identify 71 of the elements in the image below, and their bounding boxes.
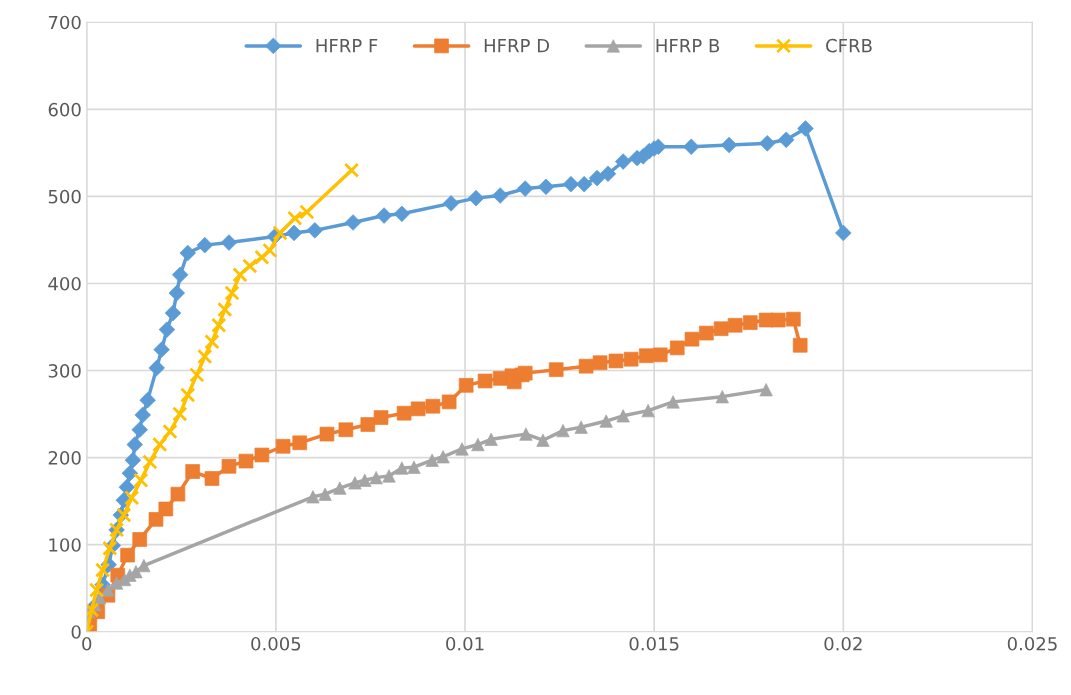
y-tick-label: 200 xyxy=(48,451,81,465)
point xyxy=(375,207,393,224)
legend-label: HFRP F xyxy=(316,39,378,53)
point xyxy=(224,285,240,301)
point xyxy=(88,582,105,598)
y-tick-label: 700 xyxy=(48,15,81,30)
point xyxy=(139,391,156,409)
point xyxy=(638,348,654,364)
y-tick-label: 0 xyxy=(71,625,81,639)
point xyxy=(343,162,360,178)
point xyxy=(126,436,143,453)
point xyxy=(396,405,412,421)
point xyxy=(254,249,270,265)
point xyxy=(287,210,303,226)
point xyxy=(116,507,132,523)
point xyxy=(299,204,315,220)
point xyxy=(262,242,278,259)
point xyxy=(133,472,149,488)
x-tick-label: 0.005 xyxy=(251,636,301,651)
point xyxy=(272,225,288,241)
point xyxy=(211,317,227,333)
point xyxy=(238,453,254,469)
x-tick-label: 0 xyxy=(82,636,92,651)
point xyxy=(425,398,441,414)
point xyxy=(220,234,238,251)
point xyxy=(548,362,564,377)
x-tick-label: 0.015 xyxy=(629,636,679,651)
y-tick-label: 400 xyxy=(48,276,81,291)
point xyxy=(556,424,570,438)
y-tick-label: 100 xyxy=(49,538,81,552)
point xyxy=(684,331,700,347)
point xyxy=(232,267,248,283)
point xyxy=(158,501,174,517)
point xyxy=(170,486,186,502)
point xyxy=(484,432,498,446)
point xyxy=(699,325,714,341)
point xyxy=(152,436,168,453)
point xyxy=(614,153,632,170)
point xyxy=(217,301,233,318)
point xyxy=(835,224,852,242)
point xyxy=(124,490,140,506)
point xyxy=(179,244,196,262)
point xyxy=(713,321,729,337)
point xyxy=(254,447,270,463)
point xyxy=(172,406,188,422)
x-tick-label: 0.025 xyxy=(1007,636,1057,651)
point xyxy=(95,562,111,578)
point xyxy=(180,387,196,403)
point xyxy=(102,540,118,556)
x-tick-label: 0.01 xyxy=(446,636,484,651)
point xyxy=(168,284,185,302)
point xyxy=(197,348,213,365)
legend-label: HFRP D xyxy=(484,39,550,53)
x-tick-label: 0.02 xyxy=(824,636,862,651)
point xyxy=(134,406,151,424)
legend-label: CFRB xyxy=(826,38,872,53)
point xyxy=(608,353,624,369)
point xyxy=(189,367,205,383)
point xyxy=(142,454,158,470)
point xyxy=(204,334,220,350)
point xyxy=(242,258,258,274)
y-tick-label: 600 xyxy=(48,102,81,117)
point xyxy=(623,351,639,367)
legend-label: HFRP B xyxy=(656,39,720,53)
point xyxy=(162,423,178,440)
y-tick-label: 300 xyxy=(48,363,81,378)
point xyxy=(338,422,354,438)
y-tick-label: 500 xyxy=(48,189,81,204)
point xyxy=(537,178,555,196)
point xyxy=(786,311,801,327)
point xyxy=(652,347,668,363)
